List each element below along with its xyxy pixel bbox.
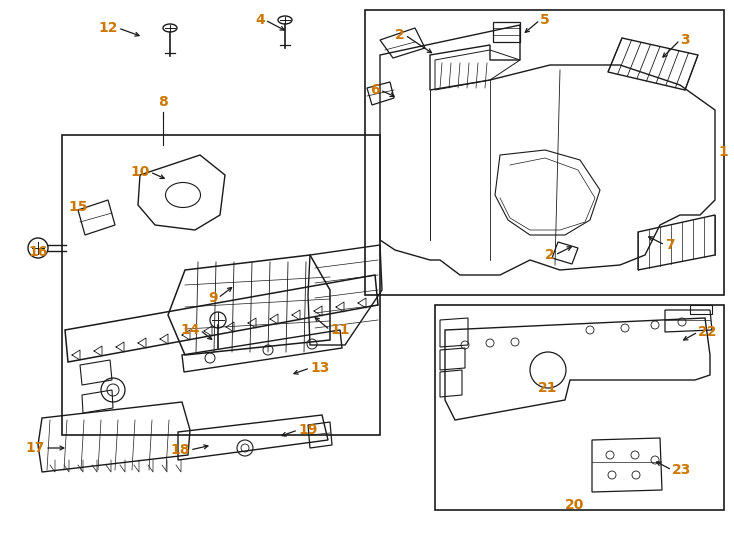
Text: 11: 11 [330, 323, 349, 337]
Text: 22: 22 [698, 325, 718, 339]
Text: 16: 16 [29, 245, 48, 259]
Text: 9: 9 [208, 291, 218, 305]
Text: 2: 2 [545, 248, 555, 262]
Text: 15: 15 [68, 200, 87, 214]
Text: 14: 14 [181, 323, 200, 337]
Bar [62, 135, 380, 435]
Text: 5: 5 [540, 13, 550, 27]
Text: 3: 3 [680, 33, 690, 47]
Text: 10: 10 [131, 165, 150, 179]
Text: 17: 17 [26, 441, 45, 455]
Text: 6: 6 [371, 83, 380, 97]
Text: 1: 1 [718, 145, 727, 159]
Text: 2: 2 [395, 28, 405, 42]
Text: 23: 23 [672, 463, 691, 477]
Text: 8: 8 [158, 95, 168, 109]
Text: 12: 12 [98, 21, 118, 35]
Text: 21: 21 [538, 381, 558, 395]
Text: 20: 20 [565, 498, 585, 512]
Bar [435, 305, 724, 510]
Text: 13: 13 [310, 361, 330, 375]
Text: 4: 4 [255, 13, 265, 27]
Bar [365, 10, 724, 295]
Text: 19: 19 [298, 423, 317, 437]
Text: 7: 7 [665, 238, 675, 252]
Text: 18: 18 [170, 443, 190, 457]
